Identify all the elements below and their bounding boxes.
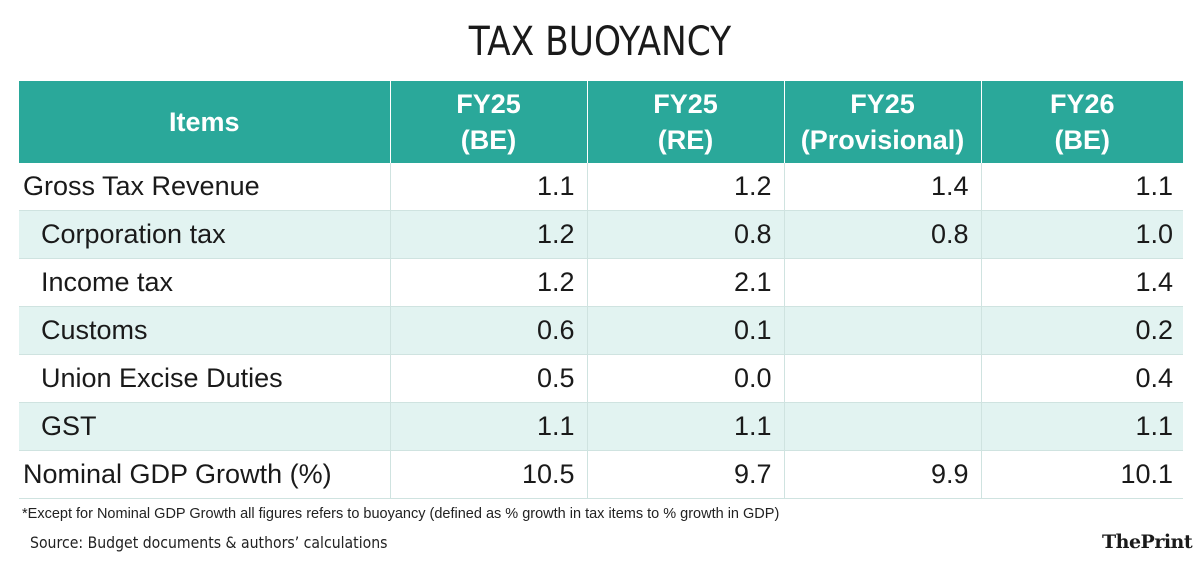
- cell-value: 1.2: [390, 258, 588, 307]
- cell-value: 2.1: [587, 258, 785, 307]
- tax-buoyancy-table: Items FY25 (BE) FY25 (RE) FY25 (Provisional…: [19, 81, 1183, 499]
- cell-value: 0.6: [390, 306, 588, 355]
- cell-value: 1.1: [981, 163, 1183, 211]
- row-customs: Customs 0.6 0.1 0.2: [19, 306, 1183, 355]
- row-union-excise-duties: Union Excise Duties 0.5 0.0 0.4: [19, 354, 1183, 403]
- cell-value: 1.1: [981, 402, 1183, 451]
- cell-value: 0.2: [981, 306, 1183, 355]
- footnote: *Except for Nominal GDP Growth all figur…: [22, 506, 780, 522]
- cell-value: 0.4: [981, 354, 1183, 403]
- cell-value: 0.8: [784, 210, 982, 259]
- row-label: Nominal GDP Growth (%): [19, 450, 391, 499]
- header-fy25-re: FY25 (RE): [587, 81, 785, 163]
- row-gross-tax-revenue: Gross Tax Revenue 1.1 1.2 1.4 1.1: [19, 163, 1183, 211]
- header-items: Items: [19, 81, 391, 163]
- cell-value: 1.4: [784, 163, 982, 211]
- cell-value: 9.7: [587, 450, 785, 499]
- chart-title: TAX BUOYANCY: [468, 19, 732, 65]
- theprint-logo: ThePrint: [1102, 531, 1193, 553]
- cell-value: 1.4: [981, 258, 1183, 307]
- row-label: Gross Tax Revenue: [19, 163, 391, 211]
- cell-value: 0.1: [587, 306, 785, 355]
- cell-value: 0.0: [587, 354, 785, 403]
- row-label: Customs: [19, 306, 391, 355]
- cell-value: 10.1: [981, 450, 1183, 499]
- cell-value: 1.1: [390, 163, 588, 211]
- cell-value: 1.1: [390, 402, 588, 451]
- cell-value: 0.8: [587, 210, 785, 259]
- row-label: Corporation tax: [19, 210, 391, 259]
- cell-value: 1.1: [587, 402, 785, 451]
- cell-value: 1.2: [390, 210, 588, 259]
- row-nominal-gdp-growth: Nominal GDP Growth (%) 10.5 9.7 9.9 10.1: [19, 450, 1183, 499]
- row-label: Income tax: [19, 258, 391, 307]
- cell-value: 10.5: [390, 450, 588, 499]
- header-fy25-provisional: FY25 (Provisional): [784, 81, 982, 163]
- cell-value: 1.2: [587, 163, 785, 211]
- source-note: Source: Budget documents & authors’ calc…: [30, 533, 388, 552]
- cell-value: [784, 402, 982, 451]
- header-fy26-be: FY26 (BE): [981, 81, 1183, 163]
- header-fy25-be: FY25 (BE): [390, 81, 588, 163]
- row-label: Union Excise Duties: [19, 354, 391, 403]
- table-header-row: Items FY25 (BE) FY25 (RE) FY25 (Provisional…: [19, 81, 1183, 163]
- row-corporation-tax: Corporation tax 1.2 0.8 0.8 1.0: [19, 210, 1183, 259]
- row-income-tax: Income tax 1.2 2.1 1.4: [19, 258, 1183, 307]
- cell-value: [784, 354, 982, 403]
- cell-value: [784, 306, 982, 355]
- row-label: GST: [19, 402, 391, 451]
- cell-value: [784, 258, 982, 307]
- row-gst: GST 1.1 1.1 1.1: [19, 402, 1183, 451]
- cell-value: 1.0: [981, 210, 1183, 259]
- cell-value: 9.9: [784, 450, 982, 499]
- cell-value: 0.5: [390, 354, 588, 403]
